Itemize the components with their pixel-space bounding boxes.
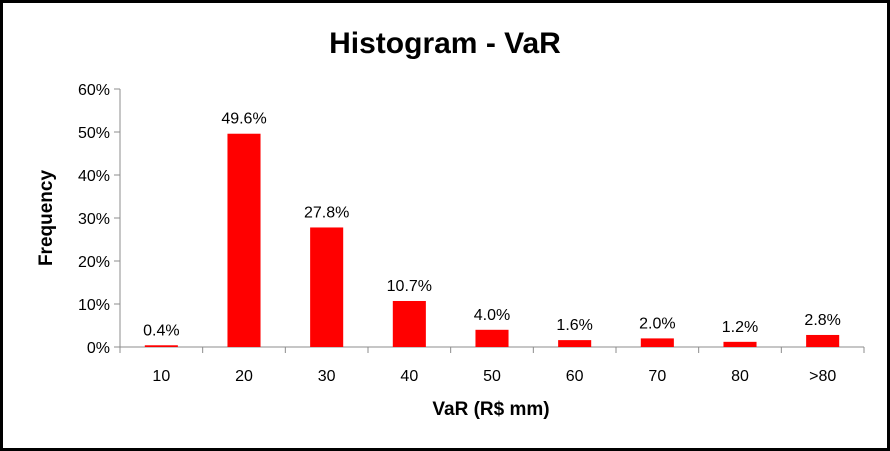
x-tick-label: 40 [400,368,418,385]
bars [144,133,840,347]
y-tick-label: 10% [78,297,110,314]
y-axis-title: Frequency [36,170,57,267]
data-label: 4.0% [474,307,510,324]
data-label: 2.0% [639,315,675,332]
data-label: 27.8% [304,204,349,221]
x-tick-label: 50 [483,368,501,385]
x-tick-label: 80 [731,368,749,385]
y-tick-label: 50% [78,125,110,142]
bar [310,227,344,347]
data-label: 1.6% [556,317,592,334]
bar [806,334,840,347]
y-tick-label: 60% [78,82,110,99]
y-tick-label: 30% [78,211,110,228]
x-axis-title: VaR (R$ mm) [432,399,549,420]
bar [475,329,509,347]
x-tick-label: 20 [235,368,253,385]
x-tick-label: 30 [318,368,336,385]
bar [227,133,261,347]
y-axis: 0% 10% 20% 30% 40% 50% 60% [78,82,121,357]
x-tick-label: 70 [648,368,666,385]
chart-title: Histogram - VaR [329,27,561,60]
x-tick-label: 10 [152,368,170,385]
y-tick-label: 0% [87,340,110,357]
x-axis: 10 20 30 40 50 60 70 80 >80 [119,346,865,385]
data-label: 2.8% [804,312,840,329]
data-label: 1.2% [722,319,758,336]
bar [392,300,426,347]
data-label: 49.6% [221,111,266,128]
data-labels: 0.4% 49.6% 27.8% 10.7% 4.0% 1.6% 2.0% 1.2% 2.8% [143,111,841,340]
y-tick-label: 40% [78,168,110,185]
x-tick-label: >80 [809,368,836,385]
data-label: 10.7% [387,278,432,295]
bar [723,341,757,347]
data-label: 0.4% [143,322,179,339]
bar [640,338,674,347]
y-tick-label: 20% [78,254,110,271]
bar [558,340,592,347]
bar [144,345,178,347]
x-tick-label: 60 [566,368,584,385]
